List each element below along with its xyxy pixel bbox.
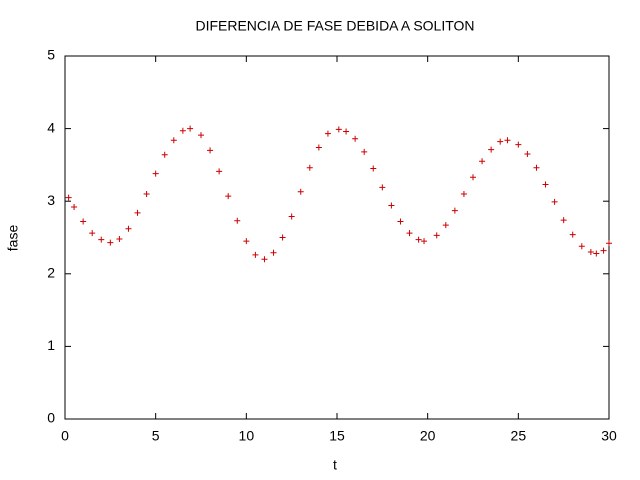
point: [497, 138, 504, 145]
x-tick-label: 30: [601, 428, 617, 444]
point: [98, 236, 105, 243]
chart-title: DIFERENCIA DE FASE DEBIDA A SOLITON: [195, 18, 474, 34]
point: [134, 209, 141, 216]
point: [252, 251, 259, 258]
point: [533, 164, 540, 171]
x-tick-label: 0: [61, 428, 69, 444]
point: [551, 198, 558, 205]
point: [560, 217, 567, 224]
point: [225, 193, 232, 200]
point: [116, 235, 123, 242]
point: [515, 141, 522, 148]
x-tick-label: 15: [329, 428, 345, 444]
point: [370, 165, 377, 172]
point: [470, 174, 476, 181]
point: [488, 146, 495, 153]
point: [279, 234, 286, 241]
y-tick-label: 2: [47, 265, 55, 281]
point: [107, 239, 114, 246]
point: [234, 217, 241, 224]
point: [170, 137, 177, 144]
y-axis-label: fase: [5, 225, 21, 252]
point: [479, 158, 486, 165]
point: [216, 168, 223, 175]
x-tick-label: 20: [420, 428, 436, 444]
y-tick-label: 0: [47, 410, 55, 426]
point: [343, 128, 350, 135]
point: [324, 130, 331, 137]
point: [89, 230, 96, 237]
point: [442, 222, 449, 229]
x-tick-label: 5: [152, 428, 160, 444]
point: [451, 207, 458, 214]
point: [524, 151, 531, 158]
point: [315, 144, 322, 151]
point: [65, 194, 72, 201]
point: [578, 243, 585, 250]
point: [388, 202, 395, 209]
point: [421, 238, 428, 245]
y-tick-label: 3: [47, 192, 55, 208]
point: [593, 250, 600, 257]
x-axis-label: t: [333, 457, 337, 473]
point: [261, 256, 268, 263]
point: [207, 147, 214, 154]
point: [361, 148, 368, 155]
point: [187, 125, 194, 132]
point: [161, 151, 168, 158]
point: [504, 137, 511, 144]
point: [600, 247, 607, 254]
x-tick-label: 10: [239, 428, 255, 444]
point: [433, 232, 440, 239]
point: [270, 249, 277, 256]
point: [569, 231, 576, 238]
point: [352, 135, 359, 142]
point: [288, 213, 295, 220]
y-tick-label: 1: [47, 337, 55, 353]
point: [297, 188, 304, 195]
point: [460, 190, 467, 197]
point: [152, 170, 159, 177]
point: [379, 184, 386, 191]
point: [179, 127, 186, 134]
point: [397, 218, 404, 225]
point: [335, 126, 342, 133]
point: [143, 190, 150, 197]
point: [80, 218, 87, 225]
point: [587, 249, 594, 256]
plot-frame: [64, 55, 610, 420]
y-tick-label: 4: [47, 119, 55, 135]
point: [415, 236, 422, 243]
y-tick-label: 5: [47, 47, 55, 63]
point: [71, 204, 78, 211]
x-tick-label: 25: [511, 428, 527, 444]
point: [306, 164, 313, 171]
point: [606, 240, 612, 247]
point: [125, 225, 132, 232]
point: [542, 181, 549, 188]
point: [243, 238, 250, 245]
point: [406, 230, 413, 237]
point: [198, 132, 204, 139]
